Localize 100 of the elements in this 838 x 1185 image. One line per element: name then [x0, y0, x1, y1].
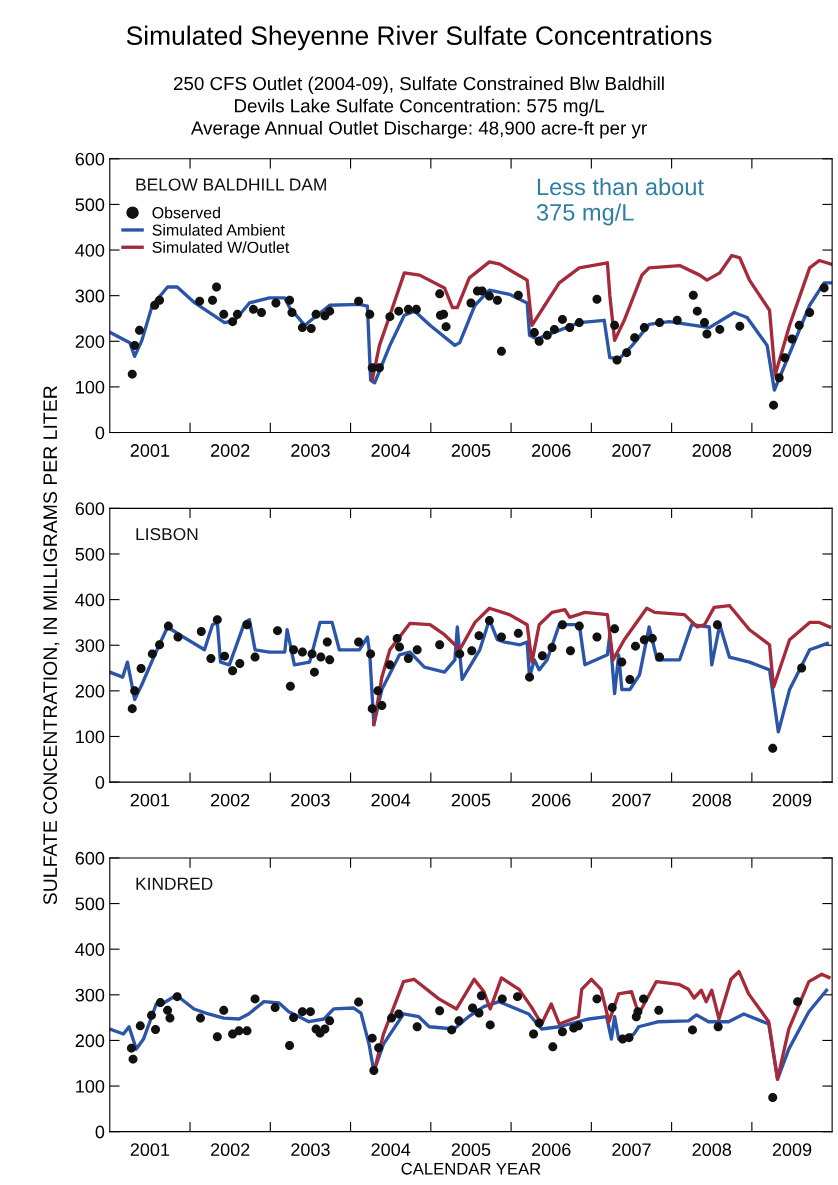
point	[474, 631, 484, 641]
point	[235, 658, 245, 668]
point	[574, 621, 584, 631]
point	[297, 1007, 307, 1017]
x-tick-label: 2002	[211, 444, 250, 457]
y-tick-label: 200	[75, 684, 105, 698]
y-tick-label: 500	[75, 198, 105, 212]
y-tick-label: 300	[75, 988, 105, 1002]
point	[163, 1005, 173, 1015]
x-tick-label: 2009	[772, 444, 812, 457]
line-series	[372, 603, 832, 727]
point	[242, 1026, 252, 1036]
point	[155, 998, 165, 1008]
point	[212, 615, 222, 625]
point	[135, 1021, 145, 1031]
x-tick-label: 2004	[371, 1143, 411, 1157]
x-tick-label: 2002	[211, 1143, 250, 1157]
x-tick-label: 2003	[291, 793, 330, 807]
point	[639, 635, 649, 645]
point	[126, 1043, 136, 1053]
y-tick-label: 600	[75, 152, 105, 166]
point	[548, 1042, 558, 1052]
point	[367, 1033, 377, 1043]
x-tick-label: 2008	[692, 1143, 732, 1157]
annotation: LISBON	[136, 527, 198, 541]
point	[219, 1005, 229, 1015]
point	[305, 1007, 315, 1017]
point	[534, 1018, 544, 1028]
x-tick-label: 2001	[130, 793, 170, 807]
point	[447, 1025, 457, 1035]
chart-title: Simulated Sheyenne River Sulfate Concentrations	[126, 25, 712, 51]
point	[354, 997, 364, 1007]
annotation: Less than about 375 mg/L	[536, 177, 704, 226]
point	[496, 632, 506, 642]
point	[435, 640, 445, 650]
point	[610, 624, 620, 634]
point	[525, 672, 535, 682]
point	[630, 641, 640, 651]
point	[476, 991, 486, 1001]
point	[250, 652, 260, 662]
point	[377, 700, 387, 710]
point	[625, 674, 635, 684]
x-tick-label: 2007	[612, 444, 651, 457]
y-tick-label: 300	[75, 639, 105, 652]
x-tick-label: 2009	[772, 793, 812, 807]
point	[395, 642, 405, 652]
point	[412, 1022, 422, 1032]
legend-label: Simulated W/Outlet	[152, 241, 290, 253]
x-tick-label: 2007	[612, 1143, 651, 1157]
line-series	[370, 253, 833, 382]
x-tick-label: 2001	[130, 444, 170, 457]
point	[537, 651, 547, 661]
point	[485, 1020, 495, 1030]
point	[270, 1003, 280, 1013]
legend-label: Observed	[152, 206, 220, 219]
y-tick-label: 200	[75, 1034, 105, 1048]
point	[172, 992, 182, 1002]
point	[768, 743, 778, 753]
point	[474, 1008, 484, 1018]
point	[412, 645, 422, 655]
point	[529, 1029, 539, 1039]
x-tick-label: 2005	[451, 1143, 491, 1157]
point	[374, 1043, 384, 1053]
point	[574, 1021, 584, 1031]
x-tick-label: 2001	[130, 1143, 170, 1157]
point	[173, 632, 183, 642]
point	[633, 1007, 643, 1017]
point	[309, 667, 319, 677]
point	[655, 652, 665, 662]
point	[320, 1024, 330, 1034]
y-tick-label: 400	[75, 593, 105, 607]
x-tick-label: 2002	[211, 793, 250, 807]
x-tick-label: 2004	[371, 793, 411, 807]
point	[206, 653, 216, 663]
y-tick-label: 100	[76, 380, 105, 394]
x-tick-label: 2006	[532, 793, 571, 807]
point	[234, 1026, 244, 1036]
y-tick-label: 500	[75, 897, 105, 911]
point	[624, 1033, 634, 1043]
point	[322, 637, 332, 647]
point	[565, 646, 575, 656]
point	[557, 1027, 567, 1037]
x-tick-label: 2008	[692, 793, 732, 807]
point	[435, 1006, 445, 1016]
point	[713, 1022, 723, 1032]
point	[307, 649, 317, 659]
point	[654, 1005, 664, 1015]
point	[250, 994, 260, 1004]
point	[163, 621, 173, 631]
legend-label: Simulated Ambient	[152, 223, 285, 236]
point	[130, 686, 140, 696]
point	[196, 627, 206, 637]
point	[647, 633, 657, 643]
annotation: KINDRED	[136, 877, 213, 890]
point	[394, 1009, 404, 1019]
point	[513, 628, 523, 638]
x-tick-label: 2004	[371, 444, 411, 457]
point	[793, 997, 803, 1007]
y-tick-label: 400	[75, 943, 105, 956]
point	[325, 655, 335, 665]
